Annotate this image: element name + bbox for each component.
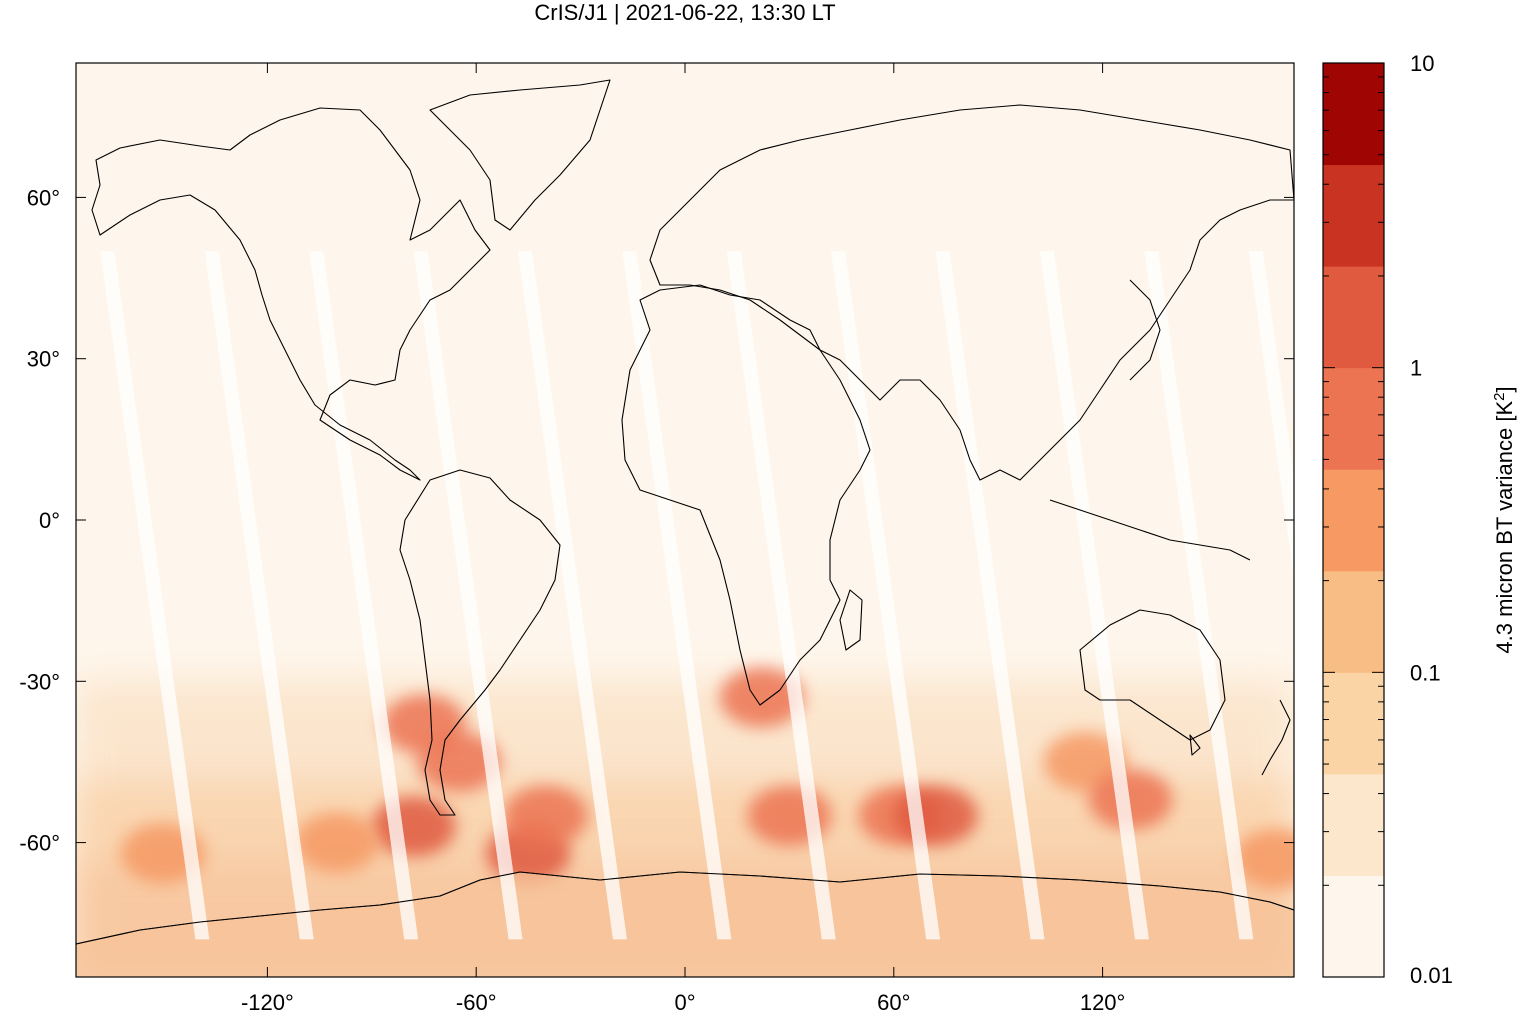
- colorbar-frame: [1322, 62, 1385, 978]
- coast-japan: [1129, 279, 1161, 381]
- swath-gap: [831, 251, 941, 940]
- coast-new-zealand: [1261, 699, 1291, 776]
- coast-africa-eurasia: [621, 284, 871, 706]
- coast-madagascar: [839, 589, 863, 651]
- y-tick-label: 0°: [39, 508, 60, 533]
- colorbar-swatch: [1323, 63, 1384, 166]
- swath-gap: [1144, 251, 1254, 940]
- swath-gap: [1039, 251, 1149, 940]
- coastlines: [76, 79, 1294, 945]
- colorbar-swatch: [1323, 875, 1384, 978]
- variance-hotspot: [1088, 769, 1173, 830]
- coast-antarctica: [76, 871, 1294, 945]
- x-tick-label: 120°: [1080, 990, 1126, 1015]
- colorbar-swatch: [1323, 672, 1384, 775]
- variance-hotspot: [719, 667, 804, 728]
- swath-gap: [204, 251, 314, 940]
- coast-greenland: [429, 79, 611, 231]
- swath-gap: [622, 251, 732, 940]
- variance-hotspot: [295, 812, 379, 873]
- y-tick-label: 30°: [27, 347, 60, 372]
- colorbar-swatch: [1323, 570, 1384, 673]
- coast-europe-asia-north: [649, 104, 1294, 481]
- map-plot-area: [76, 63, 1294, 977]
- swath-gap: [1248, 251, 1294, 579]
- colorbar-tick-label: 1: [1410, 356, 1422, 381]
- colorbar-swatch: [1323, 469, 1384, 572]
- x-tick-label: -60°: [456, 990, 497, 1015]
- colorbar-swatch: [1323, 773, 1384, 876]
- colorbar-tick-label: 10: [1410, 51, 1434, 76]
- colorbar-tick-label: 0.1: [1410, 660, 1441, 685]
- y-tick-label: -60°: [19, 831, 60, 856]
- colorbar-swatch: [1323, 367, 1384, 470]
- x-tick-label: 60°: [877, 990, 910, 1015]
- variance-hotspot: [416, 731, 501, 792]
- swath-gap: [309, 251, 419, 940]
- swath-gap: [517, 251, 627, 940]
- variance-hotspot: [371, 796, 456, 857]
- coast-indonesia: [1049, 499, 1251, 561]
- y-tick-label: -30°: [19, 669, 60, 694]
- coast-south-america: [399, 469, 561, 816]
- map-title: CrIS/J1 | 2021-06-22, 13:30 LT: [534, 0, 835, 25]
- swath-gap: [935, 251, 1045, 940]
- colorbar-swatch: [1323, 164, 1384, 267]
- swath-gap: [413, 251, 523, 940]
- variance-hotspot: [503, 785, 588, 846]
- x-tick-label: -120°: [241, 990, 294, 1015]
- colorbar: 10 1 0.1 0.01: [1323, 51, 1453, 988]
- coast-tasmania: [1189, 734, 1201, 756]
- axis-ticks: -120° -60° 0° 60° 120° 60° 30° 0° -30° -60°: [19, 63, 1294, 1015]
- swath-gaps: [100, 251, 1294, 940]
- y-tick-label: 60°: [27, 185, 60, 210]
- colorbar-label: 4.3 micron BT variance [K2]: [1491, 386, 1518, 653]
- colorbar-tick-label: 0.01: [1410, 963, 1453, 988]
- coast-australia: [1079, 609, 1226, 741]
- x-tick-label: 0°: [674, 990, 695, 1015]
- coast-north-america: [91, 107, 491, 481]
- colorbar-swatch: [1323, 266, 1384, 369]
- swath-gap: [100, 251, 210, 940]
- variance-hotspot: [893, 785, 978, 846]
- swath-gap: [726, 251, 836, 940]
- variance-hotspot: [1234, 828, 1294, 889]
